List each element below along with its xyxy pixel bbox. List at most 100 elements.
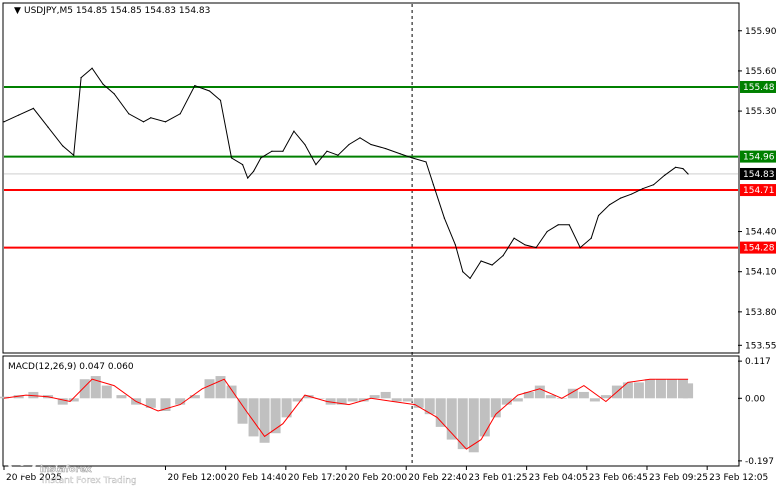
level-tag-support-low bbox=[740, 241, 776, 254]
macd-tick-label: 0.00 bbox=[745, 394, 765, 404]
current-price-tag bbox=[740, 167, 776, 180]
watermark: instaforex Instant Forex Trading bbox=[7, 446, 137, 486]
price-point bbox=[208, 90, 211, 92]
price-point bbox=[491, 264, 493, 266]
price-point bbox=[241, 164, 244, 166]
macd-header: MACD(12,26,9) 0.047 0.060 bbox=[8, 362, 134, 372]
price-layer bbox=[3, 4, 738, 465]
macd-histogram-bar bbox=[90, 376, 101, 399]
price-point bbox=[293, 130, 295, 132]
macd-histogram-bar bbox=[512, 398, 523, 402]
macd-histogram-bar bbox=[589, 398, 600, 402]
macd-panel-frame bbox=[2, 355, 740, 467]
macd-histogram-bar bbox=[336, 398, 347, 405]
macd-histogram-bar bbox=[79, 379, 90, 399]
macd-histogram-bar bbox=[683, 383, 694, 399]
time-tick-label: 20 Feb 22:40 bbox=[408, 473, 467, 483]
price-point bbox=[524, 244, 526, 246]
watermark-tagline: Instant Forex Trading bbox=[42, 476, 137, 486]
price-point bbox=[282, 150, 284, 152]
macd-histogram-bar bbox=[644, 379, 655, 399]
macd-histogram-bar bbox=[391, 398, 402, 402]
macd-histogram-bar bbox=[468, 398, 479, 453]
price-point bbox=[18, 114, 20, 116]
price-point bbox=[142, 121, 145, 123]
price-point bbox=[304, 143, 306, 146]
level-label-support-high: 154.71 bbox=[743, 186, 775, 196]
price-tick-label: 154.40 bbox=[745, 228, 777, 238]
price-point bbox=[675, 166, 677, 168]
level-tag-resistance-high bbox=[740, 80, 776, 93]
macd-histogram-bar bbox=[270, 398, 281, 434]
brand-logo-icon bbox=[7, 446, 37, 476]
price-point bbox=[370, 143, 372, 146]
macd-histogram-bar bbox=[369, 395, 380, 399]
current-price-label: 154.83 bbox=[743, 170, 775, 180]
macd-histogram-bar bbox=[237, 398, 248, 424]
macd-histogram-bar bbox=[226, 385, 237, 399]
price-tick-label: 155.60 bbox=[745, 67, 777, 77]
macd-histogram-bar bbox=[633, 382, 644, 399]
price-point bbox=[579, 247, 581, 249]
macd-histogram-bar bbox=[57, 398, 68, 405]
price-point bbox=[513, 237, 515, 239]
time-tick-label: 20 Feb 14:40 bbox=[228, 473, 287, 483]
macd-histogram-bar bbox=[413, 398, 424, 408]
price-tick-label: 155.30 bbox=[745, 107, 777, 117]
price-point bbox=[664, 174, 666, 176]
macd-histogram-bar bbox=[28, 391, 39, 399]
macd-histogram-bar bbox=[101, 385, 112, 399]
price-point bbox=[271, 150, 273, 152]
macd-histogram-bar bbox=[175, 398, 186, 405]
macd-histogram-bar bbox=[622, 382, 633, 399]
price-point bbox=[194, 85, 196, 87]
macd-histogram-bar bbox=[13, 395, 24, 399]
macd-histogram-bar bbox=[325, 398, 336, 405]
price-point bbox=[546, 230, 548, 233]
price-point bbox=[359, 137, 361, 139]
macd-signal-line[interactable] bbox=[3, 378, 689, 450]
macd-histogram-bar bbox=[567, 388, 578, 399]
price-point bbox=[128, 113, 130, 115]
price-point bbox=[480, 260, 482, 262]
level-tag-resistance-low bbox=[740, 150, 776, 163]
price-tick-label: 155.90 bbox=[745, 27, 777, 37]
price-point bbox=[568, 224, 570, 226]
macd-histogram-bar bbox=[380, 391, 391, 399]
level-label-resistance-high: 155.48 bbox=[743, 83, 775, 93]
time-tick-label: 23 Feb 12:05 bbox=[709, 473, 768, 483]
macd-histogram-bar bbox=[347, 398, 358, 402]
price-point bbox=[641, 188, 644, 190]
price-point bbox=[597, 214, 600, 217]
macd-histogram-bar bbox=[189, 395, 200, 399]
macd-histogram-bar bbox=[215, 376, 226, 399]
price-point bbox=[230, 157, 233, 159]
macd-histogram-bar bbox=[281, 398, 292, 418]
price-point bbox=[443, 217, 445, 219]
macd-histogram-bar bbox=[534, 385, 545, 399]
price-point bbox=[535, 247, 537, 249]
collapse-arrow-icon[interactable]: ▼ bbox=[14, 6, 21, 16]
price-point bbox=[150, 117, 152, 119]
macd-histogram-bar bbox=[314, 398, 325, 399]
macd-histogram-bar bbox=[446, 398, 457, 440]
time-tick-label: 20 Feb 17:20 bbox=[288, 473, 347, 483]
price-point bbox=[102, 83, 104, 85]
macd-histogram-bar bbox=[116, 395, 127, 399]
price-point bbox=[91, 67, 93, 69]
price-point bbox=[252, 170, 255, 172]
macd-histogram-bar bbox=[666, 379, 677, 399]
price-point bbox=[462, 271, 464, 273]
macd-histogram-bar bbox=[523, 391, 534, 399]
macd-histogram-bar bbox=[292, 398, 303, 402]
macd-histogram-bar bbox=[600, 395, 611, 399]
macd-tick-label: -0.197 bbox=[745, 457, 774, 467]
price-point bbox=[73, 154, 75, 156]
price-point bbox=[164, 121, 167, 123]
price-tick-label: 153.55 bbox=[745, 341, 777, 351]
price-point bbox=[454, 244, 457, 246]
price-point bbox=[411, 157, 413, 159]
price-point bbox=[399, 153, 401, 155]
